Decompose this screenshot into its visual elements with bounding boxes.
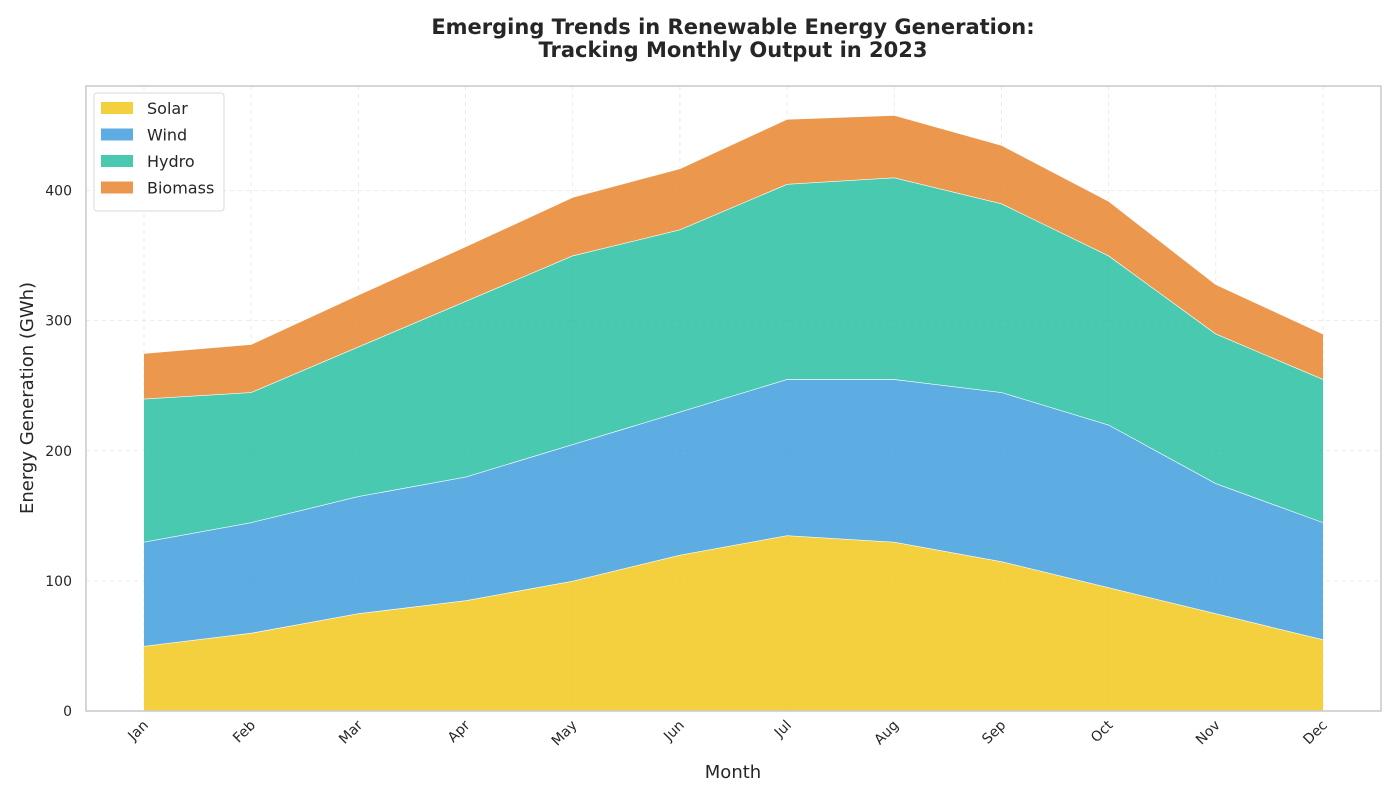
x-tick-label: Sep: [979, 717, 1009, 747]
x-tick-label: Dec: [1300, 718, 1330, 748]
x-tick-label: Nov: [1193, 718, 1224, 749]
x-tick-label: Oct: [1088, 717, 1117, 746]
y-axis-label: Energy Generation (GWh): [17, 282, 38, 514]
legend-label-wind: Wind: [147, 126, 187, 145]
y-tick-label: 200: [45, 444, 72, 460]
legend-swatch-hydro: [101, 155, 133, 167]
plot-border: [85, 85, 1382, 712]
x-tick-label: Jul: [771, 718, 795, 742]
y-tick-label: 100: [45, 574, 72, 590]
legend-label-solar: Solar: [147, 99, 188, 118]
x-axis-label: Month: [705, 762, 761, 783]
y-tick-label: 400: [45, 184, 72, 200]
chart-title-line-1: Emerging Trends in Renewable Energy Gene…: [431, 15, 1034, 39]
legend-swatch-solar: [101, 102, 133, 114]
x-tick-label: Feb: [230, 717, 259, 746]
area-series-group: [143, 114, 1324, 711]
x-axis-ticks: Jan Feb Mar Apr May Jun Jul Aug Sep Oct Nov Dec: [125, 717, 1331, 749]
x-tick-label: Mar: [336, 717, 366, 747]
area-wind: [144, 379, 1323, 646]
x-tick-label: Jun: [660, 718, 687, 745]
area-solar: [144, 535, 1323, 711]
area-biomass: [144, 115, 1323, 399]
y-tick-label: 0: [63, 704, 72, 720]
legend-label-biomass: Biomass: [147, 179, 214, 198]
chart-title-line-2: Tracking Monthly Output in 2023: [539, 38, 928, 62]
legend-label-hydro: Hydro: [147, 152, 195, 171]
legend-swatch-biomass: [101, 181, 133, 194]
legend: Solar Wind Hydro Biomass: [93, 92, 225, 212]
x-tick-label: Jan: [125, 718, 152, 745]
y-tick-label: 300: [45, 314, 72, 330]
plot-frame: [85, 85, 1382, 712]
x-tick-label: Apr: [445, 717, 474, 746]
area-edge-biomass: [143, 114, 1324, 354]
y-axis-ticks: 0 100 200 300 400: [45, 184, 72, 721]
x-tick-label: May: [549, 718, 581, 750]
x-tick-label: Aug: [871, 718, 902, 749]
area-hydro: [144, 177, 1323, 542]
legend-swatch-wind: [101, 128, 133, 141]
